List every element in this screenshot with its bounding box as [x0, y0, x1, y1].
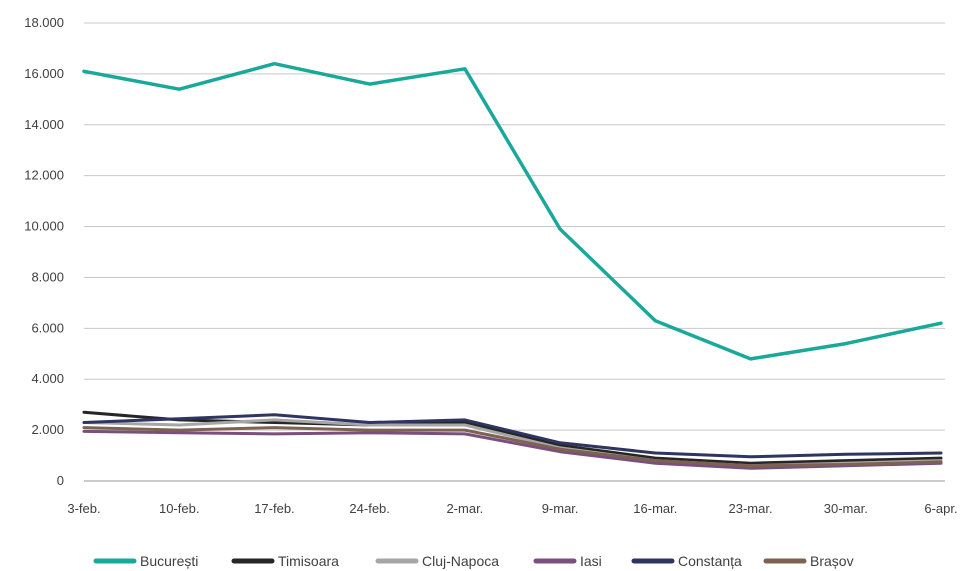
legend-label: Brașov	[810, 553, 854, 569]
x-axis-tick-labels: 3-feb. 10-feb. 17-feb. 24-feb. 2-mar. 9-mar. 1…	[67, 501, 957, 516]
x-tick-label: 10-feb.	[159, 501, 199, 516]
y-tick-label: 0	[57, 473, 64, 488]
legend-label: Iasi	[580, 553, 602, 569]
y-tick-label: 8.000	[31, 269, 64, 284]
y-tick-label: 16.000	[24, 66, 64, 81]
legend-label: Timisoara	[278, 553, 339, 569]
series-line-constan-a	[82, 413, 943, 459]
x-tick-label: 3-feb.	[67, 501, 100, 516]
y-tick-label: 18.000	[24, 15, 64, 30]
y-tick-label: 6.000	[31, 320, 64, 335]
legend-label: București	[140, 553, 198, 569]
y-tick-label: 12.000	[24, 168, 64, 183]
x-tick-label: 16-mar.	[633, 501, 677, 516]
x-tick-label: 6-apr.	[924, 501, 957, 516]
y-tick-label: 10.000	[24, 219, 64, 234]
x-tick-label: 9-mar.	[542, 501, 579, 516]
y-tick-label: 14.000	[24, 117, 64, 132]
series-line-bra-ov	[82, 426, 943, 468]
y-tick-label: 2.000	[31, 422, 64, 437]
legend: București Timisoara Cluj-Napoca Iasi Constan…	[93, 553, 854, 569]
x-tick-label: 17-feb.	[254, 501, 294, 516]
series-lines	[82, 61, 943, 470]
grid-lines	[84, 22, 945, 482]
x-tick-label: 24-feb.	[349, 501, 389, 516]
series-line-iasi	[82, 429, 943, 470]
x-tick-label: 23-mar.	[729, 501, 773, 516]
x-tick-label: 2-mar.	[446, 501, 483, 516]
x-tick-label: 30-mar.	[824, 501, 868, 516]
y-axis-tick-labels: 0 2.000 4.000 6.000 8.000 10.000 12.000 14.000 1…	[24, 15, 64, 488]
legend-label: Cluj-Napoca	[422, 553, 499, 569]
series-line-bucure-ti	[82, 61, 943, 361]
y-tick-label: 4.000	[31, 371, 64, 386]
legend-label: Constanța	[678, 553, 742, 569]
